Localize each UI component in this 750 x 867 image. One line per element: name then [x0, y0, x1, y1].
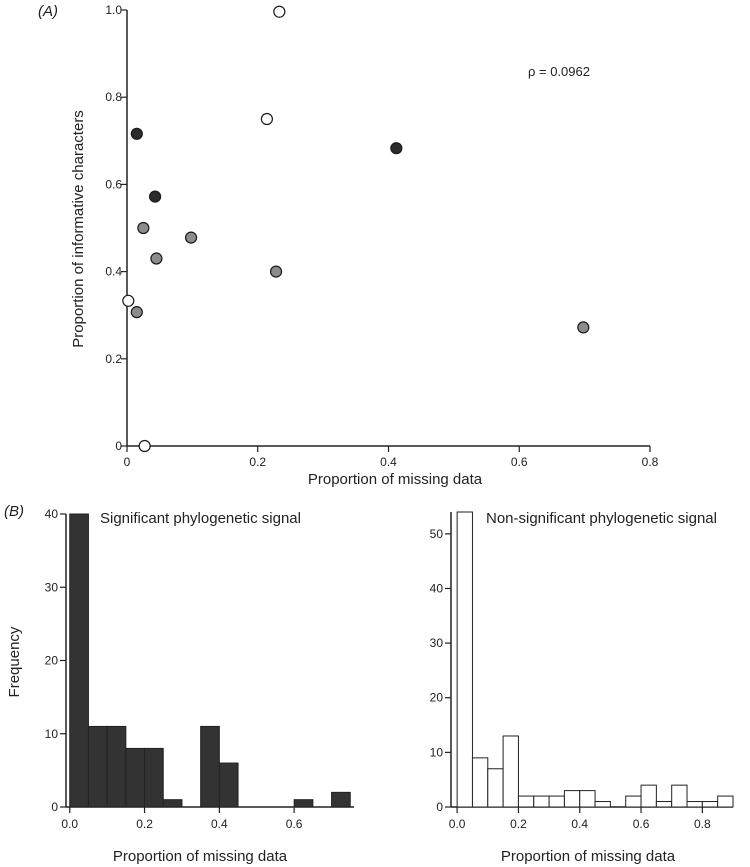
histogram-non-significant: Non-significant phylogenetic signal Prop… [430, 510, 734, 865]
histogram-non-significant-bar [717, 795, 734, 808]
histogram-significant-y-tick-label: 30 [45, 580, 59, 594]
scatter-panel: (A) ρ = 0.0962 Proportion of missing dat… [38, 3, 659, 488]
panel-a-label: (A) [38, 3, 58, 20]
histogram-non-significant-y-tick-label: 20 [430, 691, 444, 705]
scatter-y-tick-label: 0 [115, 439, 122, 453]
scatter-point-open [138, 439, 151, 453]
scatter-point-open [260, 112, 274, 126]
histogram-non-significant-bar [686, 801, 703, 808]
histogram-significant-bar [144, 747, 164, 808]
histogram-non-significant-y-tick-label: 50 [430, 527, 444, 541]
histogram-non-significant-bar [502, 735, 519, 808]
scatter-point-open [122, 294, 135, 307]
histogram-significant-bar [331, 791, 351, 808]
scatter-point-grey [137, 221, 150, 235]
histogram-significant-y-tick-label: 20 [45, 654, 59, 668]
histogram-non-significant-title: Non-significant phylogenetic signal [486, 510, 717, 527]
histogram-non-significant-bar [625, 795, 642, 808]
histogram-non-significant-bar [563, 790, 581, 808]
histogram-significant-bars [69, 513, 351, 808]
histogram-non-significant-bar [548, 795, 565, 808]
histogram-significant: (B) Significant phylogenetic signal Prop… [4, 503, 354, 865]
histogram-significant-x-tick-label: 0.6 [286, 817, 303, 831]
histogram-significant-bar [87, 725, 108, 808]
histogram-significant-x-tick-label: 0.4 [211, 817, 228, 831]
histogram-significant-bar [200, 725, 220, 808]
scatter-x-tick-label: 0.2 [249, 455, 266, 469]
histogram-non-significant-y-tick-label: 0 [436, 800, 443, 814]
histogram-non-significant-x-tick-label: 0.4 [571, 817, 588, 831]
scatter-x-tick-label: 0 [124, 455, 131, 469]
histogram-non-significant-bar [671, 784, 688, 808]
scatter-point-open [273, 5, 286, 18]
histogram-significant-bar [218, 762, 239, 808]
histogram-non-significant-x-axis-label: Proportion of missing data [501, 848, 676, 865]
histogram-significant-bar [106, 725, 127, 808]
histogram-non-significant-y-tick-label: 30 [430, 636, 444, 650]
scatter-x-tick-label: 0.4 [380, 455, 397, 469]
scatter-y-tick-label: 0.2 [105, 352, 122, 366]
histogram-non-significant-bar [533, 795, 550, 808]
histogram-significant-x-tick-label: 0.0 [61, 817, 78, 831]
histogram-significant-y-tick-label: 40 [45, 507, 59, 521]
histogram-significant-y-tick-label: 0 [51, 800, 58, 814]
scatter-point-grey [577, 321, 590, 334]
histogram-significant-x-tick-label: 0.2 [136, 817, 153, 831]
scatter-point-grey [184, 231, 198, 244]
scatter-x-tick-label: 0.8 [642, 455, 659, 469]
scatter-points [122, 5, 590, 453]
histogram-significant-bar [125, 747, 146, 808]
scatter-y-tick-label: 0.8 [105, 90, 122, 104]
histogram-non-significant-y-tick-label: 10 [430, 745, 444, 759]
histogram-significant-bar [162, 799, 183, 808]
scatter-x-axis-label: Proportion of missing data [308, 471, 483, 488]
scatter-y-tick-label: 1.0 [105, 3, 122, 17]
histogram-non-significant-bar [594, 801, 611, 808]
histogram-non-significant-x-tick-label: 0.0 [449, 817, 466, 831]
histogram-significant-y-tick-label: 10 [45, 727, 59, 741]
histogram-non-significant-x-tick-label: 0.2 [510, 817, 527, 831]
scatter-y-tick-label: 0.4 [105, 265, 122, 279]
histogram-significant-bar [293, 799, 314, 808]
scatter-point-black [130, 127, 143, 140]
histogram-non-significant-bar [456, 511, 473, 808]
histogram-non-significant-bar [579, 790, 596, 808]
histogram-non-significant-x-tick-label: 0.6 [633, 817, 650, 831]
scatter-x-tick-label: 0.6 [511, 455, 528, 469]
histogram-significant-bar [69, 513, 89, 808]
histogram-non-significant-bar [517, 795, 535, 808]
scatter-point-grey [130, 306, 143, 319]
scatter-axes: 0 0.2 0.4 0.6 0.8 0 0.2 0.4 0.6 0.8 1.0 [105, 3, 658, 469]
scatter-y-axis-label: Proportion of informative characters [70, 110, 87, 348]
correlation-annotation: ρ = 0.0962 [528, 64, 590, 79]
histogram-non-significant-bar [655, 801, 673, 808]
histogram-non-significant-bar [701, 801, 719, 808]
histogram-non-significant-x-tick-label: 0.8 [694, 817, 711, 831]
histogram-non-significant-bar [471, 757, 489, 808]
scatter-y-tick-label: 0.6 [105, 177, 122, 191]
histogram-non-significant-bar [640, 784, 657, 808]
scatter-point-grey [150, 252, 163, 265]
scatter-point-grey [269, 265, 283, 278]
scatter-point-black [149, 190, 162, 203]
histogram-significant-y-axis-label: Frequency [6, 626, 23, 697]
scatter-point-black [390, 142, 403, 155]
histogram-non-significant-y-tick-label: 40 [430, 581, 444, 595]
panel-b-label: (B) [4, 503, 24, 520]
histogram-non-significant-bar [487, 768, 504, 808]
histogram-significant-x-axis-label: Proportion of missing data [113, 848, 288, 865]
histogram-significant-title: Significant phylogenetic signal [100, 510, 301, 527]
histogram-non-significant-bars [456, 511, 734, 808]
